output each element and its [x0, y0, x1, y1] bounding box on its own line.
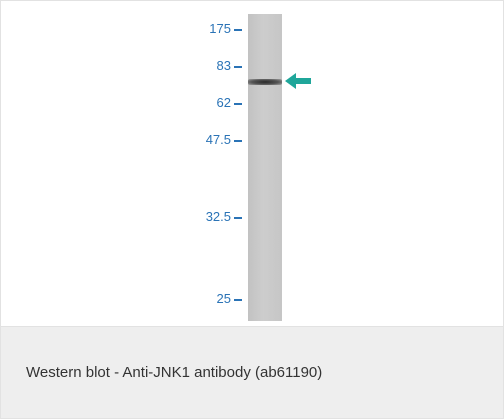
marker-label-83: 83: [216, 58, 231, 73]
caption-area: [1, 327, 503, 418]
marker-label-47-5: 47.5: [205, 132, 231, 147]
left-arrow-icon: [285, 73, 311, 89]
marker-tick: [234, 103, 242, 105]
western-blot-image: 175 83 62 47.5 32.5 25: [1, 1, 503, 326]
marker-label-25: 25: [216, 291, 231, 306]
figure-caption: Western blot - Anti-JNK1 antibody (ab611…: [26, 364, 323, 381]
marker-tick: [234, 217, 242, 219]
marker-tick: [234, 66, 242, 68]
marker-tick: [234, 299, 242, 301]
blot-lane: [248, 14, 282, 321]
marker-label-32-5: 32.5: [205, 209, 231, 224]
marker-label-175: 175: [209, 21, 231, 36]
protein-band: [248, 79, 282, 85]
marker-label-62: 62: [216, 95, 231, 110]
divider: [1, 326, 503, 327]
marker-tick: [234, 29, 242, 31]
marker-tick: [234, 140, 242, 142]
